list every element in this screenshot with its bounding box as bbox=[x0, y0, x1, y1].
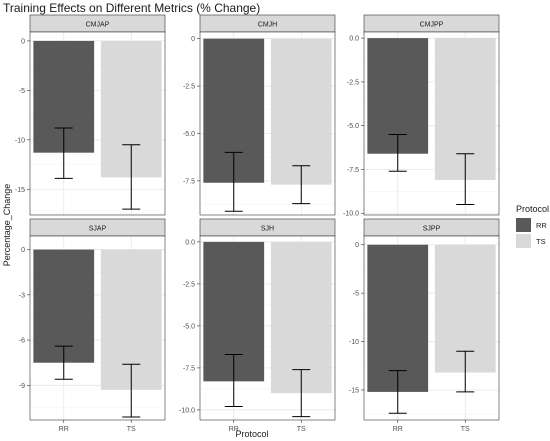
bar-sjh-ts bbox=[270, 241, 332, 394]
x-tick-label: TS bbox=[461, 426, 470, 433]
y-tick-label: -7.5 bbox=[183, 178, 195, 185]
legend-key-ts bbox=[516, 234, 531, 248]
legend-label-rr: RR bbox=[536, 221, 547, 230]
legend-title: Protocol bbox=[516, 204, 549, 214]
legend: Protocol RR TS bbox=[516, 204, 549, 248]
x-axis-title: Protocol bbox=[235, 429, 268, 439]
bar-sjap-rr bbox=[33, 249, 95, 363]
y-tick-label: 0 bbox=[21, 247, 25, 254]
y-tick-label: -5.0 bbox=[183, 131, 195, 138]
x-tick-label: RR bbox=[59, 426, 69, 433]
y-tick-label: -7.5 bbox=[183, 365, 195, 372]
y-tick-label: -2.5 bbox=[347, 79, 359, 86]
y-tick-label: 0.0 bbox=[349, 36, 359, 43]
facet-grid: CMJAP 0 -5 -10 -15 CMJH 0 -2.5 -5.0 -7.5 CMJPP 0.0 -… bbox=[15, 14, 500, 433]
panel-border-cmjpp bbox=[363, 31, 500, 216]
x-tick-label: TS bbox=[127, 426, 136, 433]
x-tick-label: RR bbox=[229, 426, 239, 433]
y-tick-label: -5.0 bbox=[183, 323, 195, 330]
legend-key-rr bbox=[516, 218, 531, 232]
error-bar-sjpp-ts bbox=[456, 350, 475, 393]
error-bar-cmjh-ts bbox=[292, 165, 311, 205]
error-bar-cmjpp-ts bbox=[456, 153, 475, 205]
y-tick-label: 0 bbox=[191, 36, 195, 43]
y-tick-label: -5 bbox=[19, 88, 25, 95]
error-bar-sjh-ts bbox=[292, 369, 311, 418]
legend-label-ts: TS bbox=[536, 237, 546, 246]
error-bar-cmjap-rr bbox=[54, 127, 73, 179]
error-bar-cmjh-rr bbox=[224, 151, 243, 212]
y-tick-label: -7.5 bbox=[347, 167, 359, 174]
error-bar-cmjap-ts bbox=[122, 144, 141, 210]
y-tick-label: -6 bbox=[19, 338, 25, 345]
error-bar-cmjpp-rr bbox=[388, 133, 407, 172]
y-tick-label: -10.0 bbox=[179, 407, 195, 414]
panel-border-sjap bbox=[29, 235, 166, 421]
y-tick-label: -2.5 bbox=[183, 84, 195, 91]
bar-sjpp-rr bbox=[367, 244, 429, 392]
y-axis-title: Percentage_Change bbox=[2, 184, 12, 267]
error-bar-sjap-rr bbox=[54, 345, 73, 380]
y-tick-label: -5.0 bbox=[347, 123, 359, 130]
y-tick-label: -15 bbox=[349, 387, 359, 394]
y-tick-label: -10.0 bbox=[343, 211, 359, 218]
bar-cmjh-ts bbox=[270, 38, 332, 185]
y-tick-label: -10 bbox=[349, 339, 359, 346]
facet-label-cmjap: CMJAP bbox=[86, 22, 110, 29]
y-tick-label: 0.0 bbox=[185, 239, 195, 246]
panel-border-cmjh bbox=[199, 31, 336, 216]
y-tick-label: 0 bbox=[355, 242, 359, 249]
y-tick-label: 0 bbox=[21, 38, 25, 45]
panel-border-cmjap bbox=[29, 31, 166, 216]
error-bar-sjh-rr bbox=[224, 353, 243, 408]
y-tick-label: -5 bbox=[353, 291, 359, 298]
panel-border-sjh bbox=[199, 235, 336, 421]
error-bar-sjap-ts bbox=[122, 363, 141, 418]
y-tick-label: -2.5 bbox=[183, 281, 195, 288]
x-tick-label: RR bbox=[393, 426, 403, 433]
error-bar-sjpp-rr bbox=[388, 370, 407, 414]
facet-label-sjap: SJAP bbox=[89, 226, 107, 233]
chart-title: Training Effects on Different Metrics (%… bbox=[3, 1, 260, 15]
facet-label-cmjh: CMJH bbox=[258, 22, 277, 29]
y-tick-label: -3 bbox=[19, 292, 25, 299]
y-tick-label: -15 bbox=[15, 187, 25, 194]
facet-label-sjpp: SJPP bbox=[423, 226, 441, 233]
y-tick-label: -9 bbox=[19, 383, 25, 390]
facet-label-cmjpp: CMJPP bbox=[420, 22, 444, 29]
facet-label-sjh: SJH bbox=[261, 226, 274, 233]
panel-border-sjpp bbox=[363, 235, 500, 421]
y-tick-label: -10 bbox=[15, 137, 25, 144]
x-tick-label: TS bbox=[297, 426, 306, 433]
